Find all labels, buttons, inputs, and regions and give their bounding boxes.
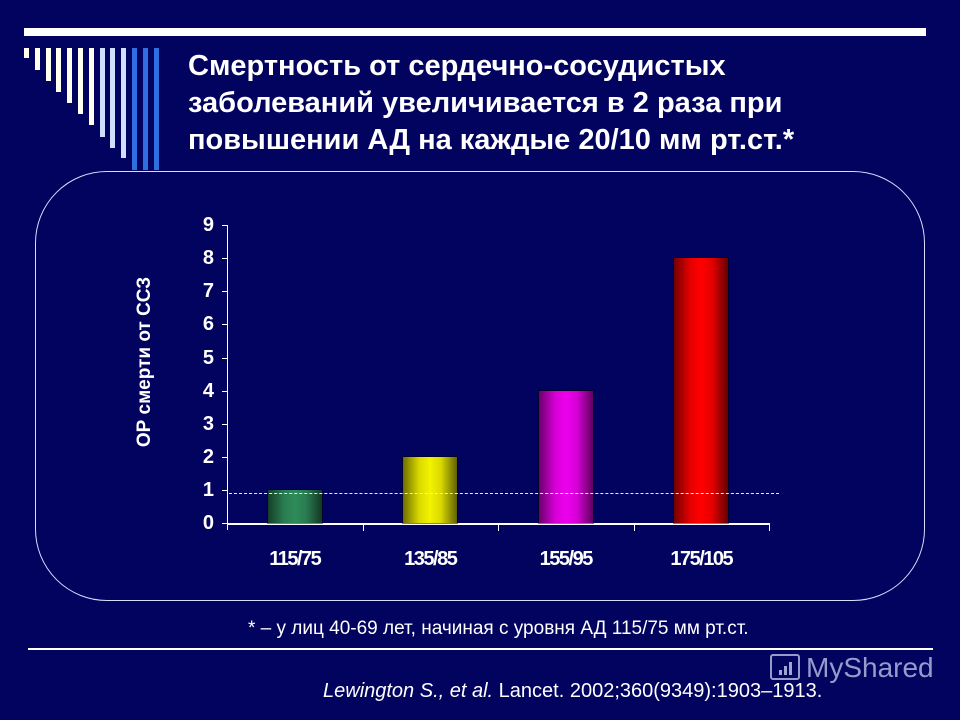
stripe: [132, 48, 137, 170]
y-tick: [222, 456, 228, 458]
x-tick-label: 135/85: [404, 548, 458, 570]
reference-citation: Lancet. 2002;360(9349):1903–1913.: [493, 680, 823, 702]
y-tick-label: 1: [202, 478, 214, 501]
separator-line: [28, 648, 933, 650]
bar-135-85: [403, 456, 458, 523]
watermark-text: MyShared: [806, 652, 934, 683]
x-tick: [769, 523, 770, 531]
stripe: [99, 48, 105, 137]
y-tick-label: 0: [202, 512, 214, 534]
y-tick: [222, 324, 228, 326]
stripe: [56, 48, 62, 92]
reference: Lewington S., et al. Lancet. 2002;360(93…: [323, 680, 822, 703]
y-axis: [227, 225, 228, 530]
y-tick-label: 2: [202, 445, 214, 468]
stripe: [153, 48, 159, 170]
slide-title: Смертность от сердечно-сосудистых заболе…: [188, 48, 928, 159]
reference-line: [229, 493, 779, 495]
x-tick-label: 155/95: [539, 548, 594, 570]
y-tick: [222, 225, 228, 227]
x-tick-label: 175/105: [670, 548, 733, 570]
y-tick-label: 6: [202, 313, 214, 336]
bar-115-75: [267, 489, 322, 523]
chart-document-icon: [770, 654, 800, 680]
x-tick: [633, 523, 635, 531]
stripe: [67, 48, 73, 103]
y-tick-label: 7: [202, 280, 214, 303]
bar-175-105: [674, 258, 729, 523]
y-tick: [222, 258, 228, 260]
stripe: [88, 48, 94, 125]
y-tick-label: 8: [202, 247, 214, 270]
x-tick: [498, 523, 499, 531]
stripe: [34, 48, 40, 70]
y-tick-label: 3: [202, 412, 214, 435]
y-tick: [222, 523, 228, 524]
stripe: [78, 48, 83, 114]
y-tick: [222, 291, 228, 293]
stripe: [110, 48, 116, 148]
y-tick: [222, 390, 228, 392]
y-tick-label: 4: [202, 379, 214, 402]
chart-frame: [35, 171, 925, 601]
x-tick: [362, 523, 364, 531]
stripe: [24, 48, 29, 58]
y-tick: [222, 357, 228, 359]
y-tick-label: 5: [202, 346, 214, 369]
title-line-3: повышении АД на каждые 20/10 мм рт.ст.*: [188, 124, 795, 156]
stripe: [121, 48, 127, 158]
y-axis-label: ОР смерти от ССЗ: [134, 276, 155, 448]
stripe: [142, 48, 148, 170]
y-tick: [222, 423, 228, 425]
y-tick-label: 9: [202, 214, 214, 237]
title-line-1: Смертность от сердечно-сосудистых: [188, 50, 726, 82]
stripe: [45, 48, 51, 81]
footnote: * – у лиц 40-69 лет, начиная с уровня АД…: [248, 618, 749, 639]
watermark: MyShared: [770, 652, 934, 684]
header-bar: [24, 28, 926, 36]
title-line-2: заболеваний увеличивается в 2 раза при: [188, 87, 783, 119]
bar-155-95: [538, 390, 593, 523]
y-tick: [222, 489, 228, 491]
reference-authors: Lewington S., et al.: [323, 680, 494, 702]
x-tick-label: 115/75: [269, 548, 322, 570]
